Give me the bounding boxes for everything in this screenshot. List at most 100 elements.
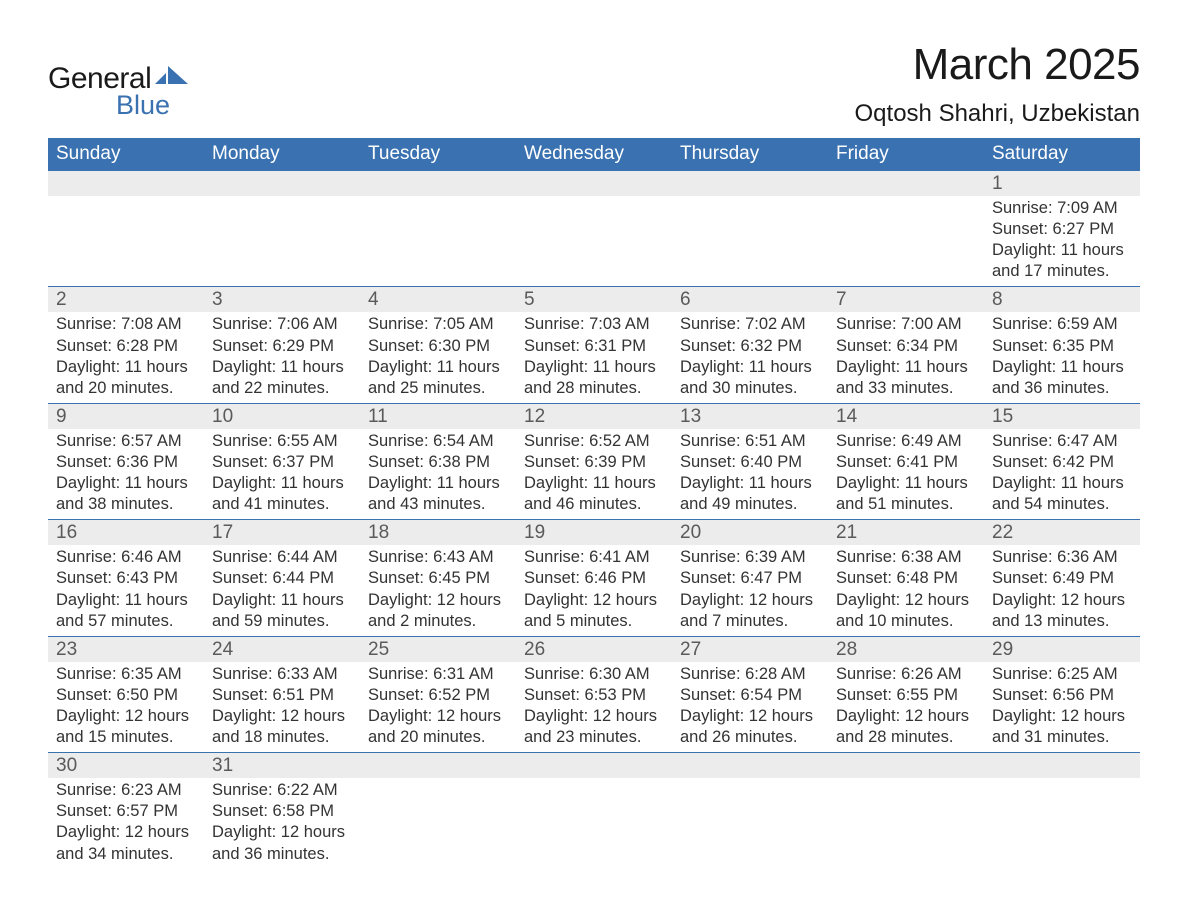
day-number: 15 xyxy=(984,404,1140,429)
day-number: 30 xyxy=(48,753,204,778)
day-number-cell: 15 xyxy=(984,403,1140,429)
sunrise-text: Sunrise: 6:57 AM xyxy=(56,431,196,452)
daylight-text: Daylight: 12 hours xyxy=(992,706,1132,727)
daylight-text: and 28 minutes. xyxy=(524,378,664,399)
day-detail-cell: Sunrise: 6:39 AMSunset: 6:47 PMDaylight:… xyxy=(672,545,828,636)
sunset-text: Sunset: 6:43 PM xyxy=(56,568,196,589)
day-detail-cell: Sunrise: 6:57 AMSunset: 6:36 PMDaylight:… xyxy=(48,429,204,520)
day-number: 21 xyxy=(828,520,984,545)
daylight-text: Daylight: 11 hours xyxy=(56,357,196,378)
daylight-text: and 46 minutes. xyxy=(524,494,664,515)
day-number-cell: 22 xyxy=(984,520,1140,546)
day-number: 24 xyxy=(204,637,360,662)
daylight-text: Daylight: 11 hours xyxy=(56,590,196,611)
day-detail-cell: Sunrise: 6:33 AMSunset: 6:51 PMDaylight:… xyxy=(204,662,360,753)
day-detail-cell: Sunrise: 6:43 AMSunset: 6:45 PMDaylight:… xyxy=(360,545,516,636)
sunrise-text: Sunrise: 6:35 AM xyxy=(56,664,196,685)
day-number: 25 xyxy=(360,637,516,662)
daylight-text: and 38 minutes. xyxy=(56,494,196,515)
daylight-text: and 54 minutes. xyxy=(992,494,1132,515)
day-detail-cell: Sunrise: 6:44 AMSunset: 6:44 PMDaylight:… xyxy=(204,545,360,636)
day-number-cell xyxy=(984,753,1140,779)
day-number-cell xyxy=(828,753,984,779)
daylight-text: and 7 minutes. xyxy=(680,611,820,632)
sunset-text: Sunset: 6:35 PM xyxy=(992,336,1132,357)
daylight-text: and 36 minutes. xyxy=(992,378,1132,399)
day-number-cell: 26 xyxy=(516,636,672,662)
day-number-cell xyxy=(360,753,516,779)
daylight-text: and 41 minutes. xyxy=(212,494,352,515)
day-detail-cell xyxy=(516,196,672,287)
day-number-cell xyxy=(672,753,828,779)
daylight-text: and 2 minutes. xyxy=(368,611,508,632)
day-detail-cell: Sunrise: 6:26 AMSunset: 6:55 PMDaylight:… xyxy=(828,662,984,753)
day-number-cell: 24 xyxy=(204,636,360,662)
day-detail-cell: Sunrise: 6:36 AMSunset: 6:49 PMDaylight:… xyxy=(984,545,1140,636)
day-header-row: Sunday Monday Tuesday Wednesday Thursday… xyxy=(48,138,1140,171)
sunrise-text: Sunrise: 7:03 AM xyxy=(524,314,664,335)
day-header: Monday xyxy=(204,138,360,171)
sunset-text: Sunset: 6:58 PM xyxy=(212,801,352,822)
details-row: Sunrise: 6:46 AMSunset: 6:43 PMDaylight:… xyxy=(48,545,1140,636)
day-detail-cell: Sunrise: 6:46 AMSunset: 6:43 PMDaylight:… xyxy=(48,545,204,636)
day-detail-cell: Sunrise: 6:38 AMSunset: 6:48 PMDaylight:… xyxy=(828,545,984,636)
day-number-cell: 11 xyxy=(360,403,516,429)
sunrise-text: Sunrise: 6:47 AM xyxy=(992,431,1132,452)
daylight-text: and 49 minutes. xyxy=(680,494,820,515)
day-header: Tuesday xyxy=(360,138,516,171)
daylight-text: Daylight: 11 hours xyxy=(992,240,1132,261)
day-number-cell: 3 xyxy=(204,287,360,313)
daynum-row: 23242526272829 xyxy=(48,636,1140,662)
day-number-cell xyxy=(360,171,516,197)
day-detail-cell xyxy=(516,778,672,868)
sunset-text: Sunset: 6:38 PM xyxy=(368,452,508,473)
sunset-text: Sunset: 6:32 PM xyxy=(680,336,820,357)
day-detail-cell: Sunrise: 7:09 AMSunset: 6:27 PMDaylight:… xyxy=(984,196,1140,287)
sunset-text: Sunset: 6:46 PM xyxy=(524,568,664,589)
daylight-text: and 25 minutes. xyxy=(368,378,508,399)
day-number-cell xyxy=(672,171,828,197)
day-detail-cell xyxy=(204,196,360,287)
day-detail-cell: Sunrise: 7:00 AMSunset: 6:34 PMDaylight:… xyxy=(828,312,984,403)
sunrise-text: Sunrise: 6:23 AM xyxy=(56,780,196,801)
day-header: Sunday xyxy=(48,138,204,171)
day-number: 19 xyxy=(516,520,672,545)
day-number: 29 xyxy=(984,637,1140,662)
day-detail-cell xyxy=(828,778,984,868)
daynum-row: 9101112131415 xyxy=(48,403,1140,429)
daylight-text: Daylight: 12 hours xyxy=(836,706,976,727)
day-number-cell: 10 xyxy=(204,403,360,429)
day-detail-cell: Sunrise: 6:41 AMSunset: 6:46 PMDaylight:… xyxy=(516,545,672,636)
daylight-text: and 30 minutes. xyxy=(680,378,820,399)
daylight-text: and 33 minutes. xyxy=(836,378,976,399)
daylight-text: Daylight: 12 hours xyxy=(992,590,1132,611)
daylight-text: Daylight: 11 hours xyxy=(680,473,820,494)
sunset-text: Sunset: 6:57 PM xyxy=(56,801,196,822)
day-number: 14 xyxy=(828,404,984,429)
sunrise-text: Sunrise: 6:49 AM xyxy=(836,431,976,452)
sunset-text: Sunset: 6:45 PM xyxy=(368,568,508,589)
daylight-text: Daylight: 11 hours xyxy=(524,473,664,494)
day-number-cell: 12 xyxy=(516,403,672,429)
sunset-text: Sunset: 6:42 PM xyxy=(992,452,1132,473)
sunrise-text: Sunrise: 6:54 AM xyxy=(368,431,508,452)
day-number-cell: 25 xyxy=(360,636,516,662)
sunset-text: Sunset: 6:30 PM xyxy=(368,336,508,357)
header: General Blue March 2025 Oqtosh Shahri, U… xyxy=(48,40,1140,128)
sunrise-text: Sunrise: 6:26 AM xyxy=(836,664,976,685)
sunset-text: Sunset: 6:49 PM xyxy=(992,568,1132,589)
daylight-text: Daylight: 11 hours xyxy=(836,473,976,494)
daylight-text: and 36 minutes. xyxy=(212,844,352,865)
daylight-text: and 34 minutes. xyxy=(56,844,196,865)
daylight-text: and 5 minutes. xyxy=(524,611,664,632)
day-number-cell: 9 xyxy=(48,403,204,429)
day-detail-cell: Sunrise: 7:03 AMSunset: 6:31 PMDaylight:… xyxy=(516,312,672,403)
day-number-cell: 5 xyxy=(516,287,672,313)
daylight-text: Daylight: 11 hours xyxy=(368,357,508,378)
day-detail-cell: Sunrise: 6:31 AMSunset: 6:52 PMDaylight:… xyxy=(360,662,516,753)
title-block: March 2025 Oqtosh Shahri, Uzbekistan xyxy=(855,40,1140,128)
day-number-cell: 17 xyxy=(204,520,360,546)
sunrise-text: Sunrise: 6:43 AM xyxy=(368,547,508,568)
day-number: 4 xyxy=(360,287,516,312)
logo: General Blue xyxy=(48,62,189,121)
